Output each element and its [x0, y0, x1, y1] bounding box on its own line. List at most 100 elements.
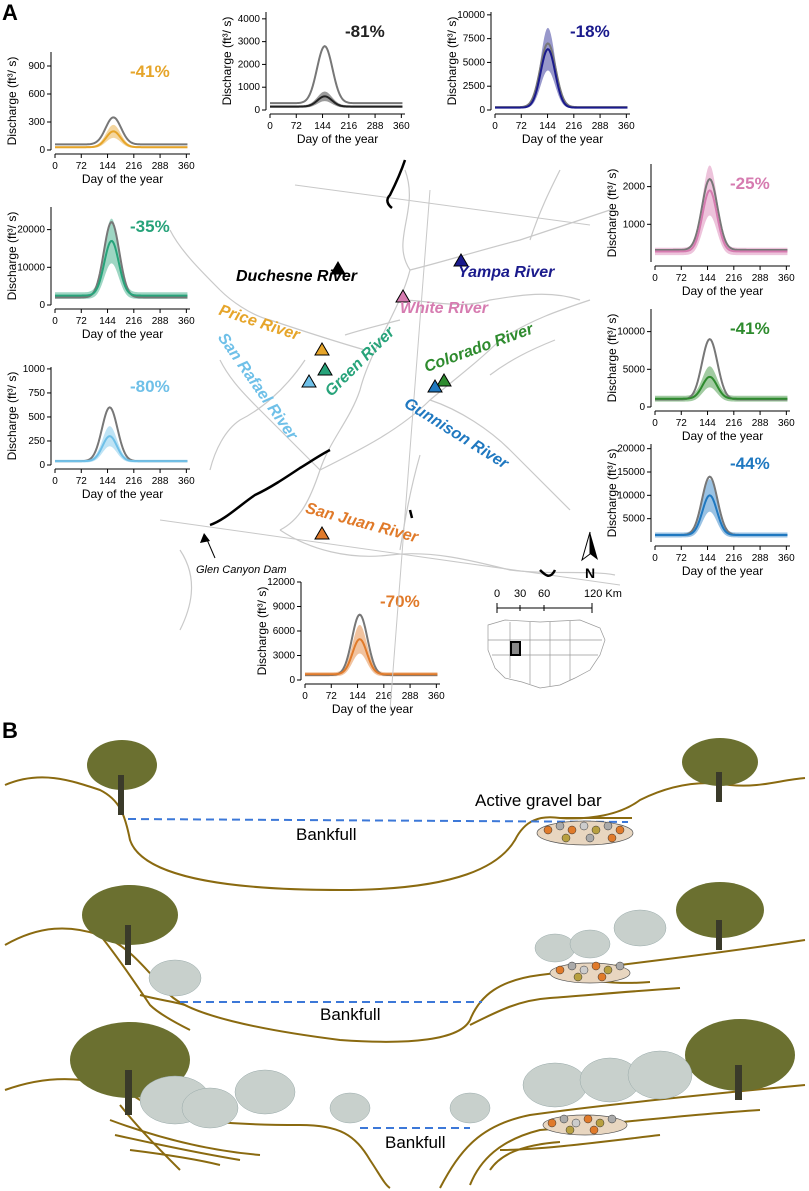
x-tick-label: 360: [778, 273, 795, 284]
y-tick-label: 0: [479, 105, 485, 116]
x-tick-label: 72: [291, 121, 303, 132]
hydrograph-yampa: 0 72 144 216 288 360 0 2500 5000 7500 10000 Day of …: [440, 0, 640, 150]
bankfull-label-1: Bankfull: [296, 825, 357, 844]
post-dam-band: [270, 91, 403, 108]
x-tick-label: 216: [565, 121, 582, 132]
river-label-white: White River: [400, 300, 489, 317]
y-tick-label: 20000: [617, 444, 645, 455]
x-tick-label: 288: [752, 418, 769, 429]
x-tick-label: 144: [349, 691, 366, 702]
y-tick-label: 5000: [463, 57, 486, 68]
percent-change-label: -25%: [730, 174, 770, 193]
x-axis-label: Day of the year: [82, 172, 163, 186]
x-tick-label: 72: [676, 553, 688, 564]
x-tick-label: 360: [618, 121, 635, 132]
y-axis-label: Discharge (ft³/ s): [445, 17, 459, 106]
y-tick-label: 10000: [617, 327, 645, 338]
y-axis-label: Discharge (ft³/ s): [605, 169, 619, 258]
x-axis-label: Day of the year: [682, 564, 763, 578]
x-tick-label: 288: [152, 161, 169, 172]
river-label-duchesne: Duchesne River: [236, 268, 357, 285]
y-tick-label: 4000: [238, 14, 261, 25]
x-tick-label: 216: [725, 273, 742, 284]
y-tick-label: 2500: [463, 81, 486, 92]
x-tick-label: 0: [652, 553, 658, 564]
post-dam-line: [305, 638, 438, 676]
percent-change-label: -35%: [130, 217, 170, 236]
y-tick-label: 7500: [463, 34, 486, 45]
x-axis-label: Day of the year: [682, 284, 763, 298]
basin-map: [160, 159, 620, 710]
x-tick-label: 216: [725, 553, 742, 564]
post-dam-line: [655, 375, 788, 400]
hydrograph-white: 0 72 144 216 288 360 1000 2000 Day of the year Di…: [600, 152, 800, 302]
x-tick-label: 72: [76, 316, 88, 327]
hydrograph-gunnison: 0 72 144 216 288 360 5000 10000 15000 20000 Day of…: [600, 432, 800, 582]
y-tick-label: 10000: [17, 262, 45, 273]
x-tick-label: 216: [125, 161, 142, 172]
x-axis-label: Day of the year: [82, 487, 163, 501]
post-dam-band: [655, 479, 788, 538]
x-tick-label: 0: [652, 273, 658, 284]
y-tick-label: 3000: [273, 651, 296, 662]
x-tick-label: 216: [125, 476, 142, 487]
pre-dam-line: [655, 177, 788, 251]
x-tick-label: 144: [99, 316, 116, 327]
y-tick-label: 750: [28, 388, 45, 399]
y-tick-label: 12000: [267, 577, 295, 588]
y-tick-label: 250: [28, 436, 45, 447]
x-tick-label: 144: [99, 161, 116, 172]
x-tick-label: 360: [178, 161, 195, 172]
x-tick-label: 288: [752, 553, 769, 564]
post-dam-band: [55, 124, 188, 149]
panel-b-label: B: [2, 718, 18, 743]
x-tick-label: 0: [52, 316, 58, 327]
x-tick-label: 360: [428, 691, 445, 702]
y-axis-label: Discharge (ft³/ s): [605, 314, 619, 403]
x-tick-label: 216: [125, 316, 142, 327]
hydrograph-colorado: 0 72 144 216 288 360 0 5000 10000 Day of the year…: [600, 297, 800, 447]
x-tick-label: 72: [76, 476, 88, 487]
y-axis-label: Discharge (ft³/ s): [5, 212, 19, 301]
x-tick-label: 288: [152, 316, 169, 327]
y-axis-label: Discharge (ft³/ s): [5, 372, 19, 461]
y-axis-label: Discharge (ft³/ s): [220, 17, 234, 106]
y-tick-label: 2000: [238, 59, 261, 70]
y-tick-label: 2000: [623, 182, 646, 193]
percent-change-label: -18%: [570, 22, 610, 41]
post-dam-band: [655, 366, 788, 402]
dam-label: Glen Canyon Dam: [196, 564, 287, 576]
y-tick-label: 20000: [17, 225, 45, 236]
x-axis-label: Day of the year: [682, 429, 763, 443]
hydrograph-sanrafael: 0 72 144 216 288 360 0 250 500 750 1000 Day of the …: [0, 355, 200, 505]
y-tick-label: 300: [28, 117, 45, 128]
river-label-yampa: Yampa River: [458, 264, 555, 281]
percent-change-label: -41%: [130, 62, 170, 81]
x-tick-label: 216: [375, 691, 392, 702]
y-tick-label: 0: [39, 300, 45, 311]
y-tick-label: 0: [639, 402, 645, 413]
scale-0: 0: [494, 588, 501, 600]
x-tick-label: 72: [516, 121, 528, 132]
panel-a-label: A: [2, 0, 18, 25]
y-tick-label: 1000: [238, 82, 261, 93]
x-tick-label: 144: [699, 418, 716, 429]
pre-dam-line: [55, 116, 188, 146]
scale-60: 60: [538, 588, 551, 600]
x-tick-label: 216: [340, 121, 357, 132]
x-tick-label: 144: [99, 476, 116, 487]
x-axis-label: Day of the year: [82, 327, 163, 341]
y-tick-label: 6000: [273, 626, 296, 637]
post-dam-line: [495, 48, 628, 109]
gravel-bar-label: Active gravel bar: [475, 791, 602, 810]
bankfull-label-3: Bankfull: [385, 1133, 446, 1152]
y-tick-label: 1000: [23, 364, 46, 375]
x-tick-label: 72: [76, 161, 88, 172]
y-tick-label: 0: [39, 145, 45, 156]
cross-sections: [4, 738, 806, 1189]
x-tick-label: 360: [778, 553, 795, 564]
pre-dam-line: [55, 221, 188, 299]
hydrograph-sanjuan: 0 72 144 216 288 360 0 3000 6000 9000 12000 Day of …: [250, 570, 450, 720]
x-tick-label: 0: [52, 476, 58, 487]
x-tick-label: 216: [725, 418, 742, 429]
